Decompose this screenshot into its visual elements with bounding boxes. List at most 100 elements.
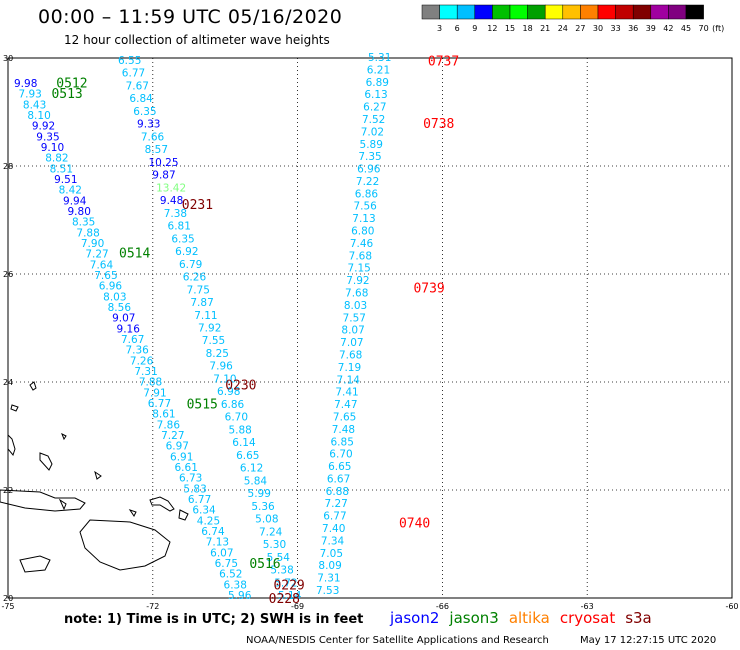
wave-height-label: 6.07: [210, 547, 233, 559]
wave-height-label: 9.16: [117, 323, 141, 335]
wave-height-label: 7.34: [321, 535, 345, 547]
wave-height-label: 10.25: [148, 157, 178, 169]
wave-height-label: 6.77: [188, 494, 211, 506]
coastline: [19, 555, 51, 573]
lon-tick-label: -60: [725, 602, 738, 611]
wave-height-label: 8.25: [206, 348, 229, 360]
wave-height-label: 6.35: [171, 233, 194, 245]
wave-height-label: 6.70: [225, 412, 248, 424]
lon-tick-label: -72: [146, 602, 159, 611]
wave-height-label: 6.81: [168, 221, 191, 233]
wave-height-label: 5.36: [251, 501, 275, 513]
wave-height-label: 7.92: [198, 323, 221, 335]
pass-time-label: 0512: [56, 76, 87, 91]
wave-height-label: 6.55: [118, 55, 141, 67]
wave-height-label: 8.35: [72, 217, 95, 229]
scale-label: 70: [699, 24, 709, 33]
wave-height-label: 6.65: [328, 461, 351, 473]
wave-height-label: 6.96: [99, 281, 123, 293]
wave-height-label: 5.31: [368, 52, 391, 64]
wave-height-label: 5.99: [248, 488, 271, 500]
wave-height-label: 7.53: [316, 585, 339, 597]
wave-height-label: 7.13: [206, 537, 229, 549]
satellite-altika: altika: [508, 609, 550, 627]
lon-tick-label: -69: [291, 602, 304, 611]
coastline: [29, 381, 37, 391]
wave-height-label: 8.61: [152, 409, 175, 421]
scale-label: 42: [663, 24, 673, 33]
satellite-jason2: jason2: [390, 609, 440, 627]
wave-height-label: 5.96: [228, 590, 252, 602]
wave-height-label: 5.84: [244, 475, 268, 487]
wave-height-label: 7.46: [350, 238, 374, 250]
wave-height-label: 8.56: [108, 302, 132, 314]
wave-height-label: 7.55: [202, 335, 225, 347]
satellite-s3a: s3a: [625, 609, 652, 627]
scale-label: 33: [611, 24, 621, 33]
scale-label: 3: [437, 24, 442, 33]
pass-time-label: 0740: [399, 516, 430, 531]
scale-label: 15: [505, 24, 515, 33]
wave-height-label: 7.88: [139, 377, 162, 389]
wave-height-label: 7.35: [358, 151, 381, 163]
wave-height-label: 6.26: [183, 272, 207, 284]
wave-height-label: 7.64: [90, 259, 114, 271]
wave-height-label: 7.90: [81, 238, 104, 250]
scale-label: 21: [540, 24, 550, 33]
scale-label: 45: [681, 24, 691, 33]
pass-time-label: 0516: [249, 557, 280, 572]
wave-height-label: 6.52: [219, 569, 242, 581]
pass-time-label: 0515: [187, 398, 218, 413]
wave-height-label: 4.25: [197, 515, 220, 527]
wave-height-label: 7.22: [356, 176, 379, 188]
wave-height-label: 6.98: [217, 386, 240, 398]
scale-label: 9: [472, 24, 477, 33]
wave-height-label: 7.05: [320, 548, 343, 560]
coastline: [39, 452, 53, 471]
wave-height-label: 6.77: [148, 398, 171, 410]
wave-height-label: 8.57: [145, 144, 168, 156]
scale-label: 30: [593, 24, 603, 33]
wave-height-label: 7.48: [332, 424, 355, 436]
satellite-legend: jason2 jason3 altika cryosat s3a: [390, 609, 662, 627]
wave-height-label: 9.48: [160, 195, 183, 207]
wave-height-label: 6.88: [326, 486, 349, 498]
scale-label: 39: [646, 24, 656, 33]
wave-height-label: 7.66: [141, 131, 165, 143]
pass-time-label: 0739: [413, 282, 444, 297]
scale-label: 27: [575, 24, 585, 33]
wave-height-label: 7.57: [343, 312, 366, 324]
wave-height-label: 6.73: [179, 473, 202, 485]
wave-height-label: 7.68: [339, 349, 362, 361]
coastline: [0, 489, 86, 512]
scale-swatch: [685, 4, 704, 20]
wave-height-label: 8.03: [344, 300, 367, 312]
wave-height-label: 9.33: [137, 119, 160, 131]
wave-height-label: 7.92: [346, 275, 369, 287]
wave-height-label: 7.67: [121, 334, 144, 346]
wave-height-label: 7.38: [164, 208, 187, 220]
satellite-jason3: jason3: [449, 609, 499, 627]
wave-height-label: 7.41: [335, 387, 358, 399]
wave-height-label: 7.24: [259, 526, 283, 538]
wave-height-label: 7.56: [353, 201, 377, 213]
wave-height-label: 6.70: [329, 449, 352, 461]
scale-label: 6: [455, 24, 460, 33]
lon-tick-label: -66: [436, 602, 449, 611]
page-title: 00:00 – 11:59 UTC 05/16/2020: [38, 6, 343, 28]
wave-height-label: 6.84: [129, 93, 153, 105]
wave-height-label: 7.67: [126, 80, 149, 92]
wave-height-label: 6.77: [122, 68, 145, 80]
wave-height-label: 7.27: [85, 249, 108, 261]
wave-height-label: 7.96: [209, 361, 233, 373]
satellite-cryosat: cryosat: [559, 609, 616, 627]
wave-height-label: 7.52: [362, 114, 385, 126]
wave-height-label: 7.65: [94, 270, 117, 282]
scale-label: (ft): [712, 24, 724, 33]
wave-height-label: 6.65: [236, 450, 259, 462]
wave-height-label: 8.82: [45, 153, 68, 165]
wave-height-label: 7.27: [324, 498, 347, 510]
wave-height-label: 5.88: [228, 424, 251, 436]
wave-height-label: 7.47: [334, 399, 357, 411]
wave-height-label: 6.13: [364, 89, 387, 101]
